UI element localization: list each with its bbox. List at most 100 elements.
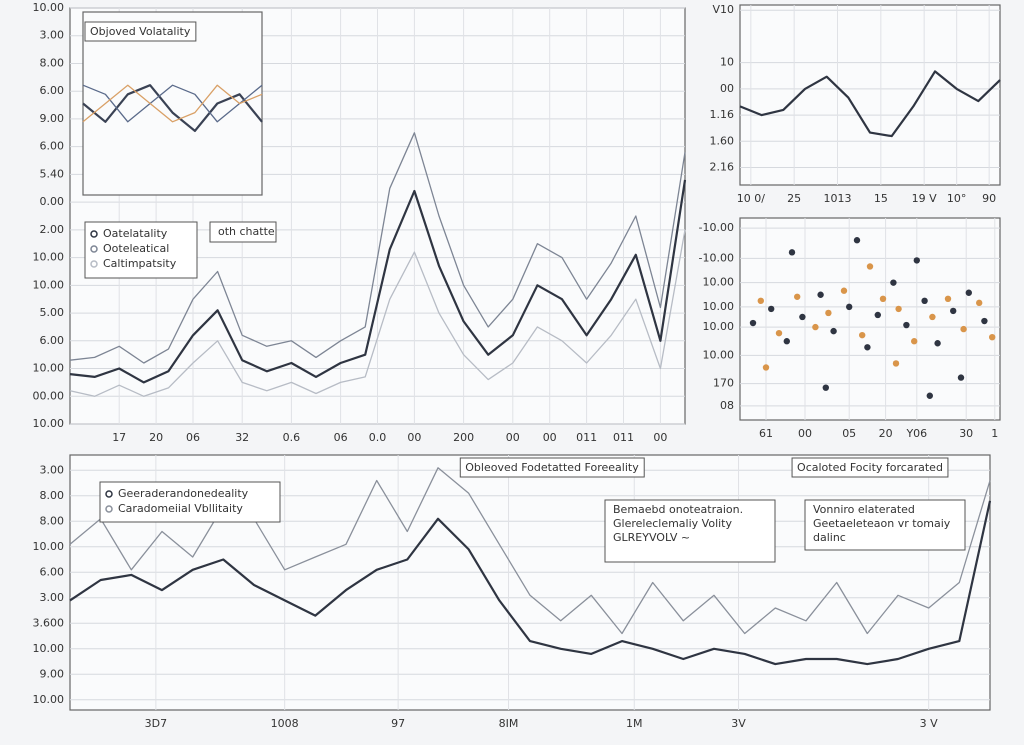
scatter-point — [913, 257, 920, 264]
annotation-box — [804, 499, 966, 551]
x-tick-label: 1008 — [271, 717, 299, 730]
scatter-point — [879, 295, 887, 302]
scatter-point — [768, 305, 775, 313]
x-tick-label: 0.6 — [283, 431, 301, 444]
scatter-point — [788, 249, 796, 256]
x-tick-label: 10 0/ — [737, 192, 765, 205]
scatter-point — [822, 384, 829, 391]
x-tick-label: 20 — [879, 427, 893, 440]
legend-marker — [90, 230, 98, 238]
x-tick-label: Y06 — [905, 427, 927, 440]
y-tick-label: 10.00 — [33, 251, 65, 264]
plot-frame — [739, 4, 1001, 186]
y-tick-label: 10.00 — [33, 540, 65, 553]
x-tick-label: 00 — [798, 427, 812, 440]
y-tick-label: 00 — [720, 82, 734, 95]
title-box — [459, 457, 645, 478]
scatter-point — [846, 303, 853, 311]
series-line — [69, 500, 992, 666]
scatter-point — [929, 313, 936, 321]
x-tick-label: 10° — [947, 192, 967, 205]
scatter-point — [926, 392, 933, 399]
scatter-point — [911, 338, 918, 345]
scatter-point — [950, 307, 957, 315]
legend-marker — [105, 490, 113, 498]
legend-label: Caradomeiial Vbllitaity — [118, 502, 243, 515]
x-tick-label: 3 V — [920, 717, 938, 730]
series-line — [82, 84, 263, 123]
legend-box — [99, 481, 281, 523]
scatter-point — [890, 279, 897, 286]
y-tick-label: 00.00 — [33, 389, 65, 402]
annotation-text: Glereleclemaliy Volity — [613, 517, 732, 530]
annotation-box — [209, 221, 277, 243]
series-line — [69, 229, 686, 397]
annotation-text: Bemaebd onoteatraion. — [613, 503, 743, 516]
legend-label: Caltimpatsity — [103, 257, 177, 270]
y-tick-label: 5.40 — [40, 167, 65, 180]
annotation-text: Vonniro elaterated — [813, 503, 915, 516]
x-tick-label: 011 — [613, 431, 634, 444]
y-tick-label: 8.00 — [40, 489, 65, 502]
scatter-point — [965, 289, 972, 296]
y-tick-label: 08 — [720, 399, 734, 412]
scatter-point — [830, 327, 837, 335]
y-tick-label: 10.00 — [703, 320, 735, 333]
y-tick-label: 1.16 — [710, 108, 735, 121]
series-line — [69, 132, 686, 364]
scatter-point — [976, 299, 983, 307]
y-tick-label: 3.00 — [40, 29, 65, 42]
plot-frame — [739, 217, 1001, 421]
y-tick-label: 6.00 — [40, 565, 65, 578]
x-tick-label: 00 — [543, 431, 557, 444]
x-tick-label: 90 — [982, 192, 996, 205]
y-tick-label: 9.00 — [40, 112, 65, 125]
x-tick-label: 00 — [407, 431, 421, 444]
annotation-text: GLREYVOLV ~ — [613, 531, 690, 544]
x-tick-label: 61 — [759, 427, 773, 440]
y-tick-label: -10.00 — [699, 221, 734, 234]
annotation-box — [604, 499, 776, 563]
scatter-point — [825, 309, 832, 317]
series-line — [82, 84, 263, 123]
y-tick-label: 3.00 — [40, 463, 65, 476]
x-tick-label: 1 — [991, 427, 998, 440]
y-tick-label: -10.00 — [699, 251, 734, 264]
scatter-point — [895, 305, 902, 313]
scatter-point — [783, 338, 790, 345]
legend-label: Oatelatality — [103, 227, 168, 240]
x-tick-label: 00 — [506, 431, 520, 444]
scatter-point — [981, 317, 988, 325]
x-tick-label: 3D7 — [145, 717, 167, 730]
y-tick-label: 10.00 — [33, 417, 65, 430]
y-tick-label: 10.00 — [33, 1, 65, 14]
scatter-point — [944, 295, 952, 302]
scatter-point — [812, 323, 819, 331]
scatter-point — [859, 331, 866, 339]
y-tick-label: 10.00 — [33, 693, 65, 706]
scatter-point — [892, 360, 900, 367]
x-tick-label: 00 — [653, 431, 667, 444]
x-tick-label: 32 — [235, 431, 249, 444]
scatter-point — [864, 344, 871, 351]
y-tick-label: 8.00 — [40, 514, 65, 527]
x-tick-label: 17 — [112, 431, 126, 444]
y-tick-label: 10.00 — [703, 348, 735, 361]
x-tick-label: 1M — [626, 717, 643, 730]
y-tick-label: 5.00 — [40, 306, 65, 319]
scatter-point — [921, 297, 928, 305]
y-tick-label: 10.00 — [33, 278, 65, 291]
y-tick-label: 3.00 — [40, 591, 65, 604]
x-tick-label: 19 V — [912, 192, 937, 205]
subtitle-box — [791, 457, 949, 478]
y-tick-label: 1.60 — [710, 134, 735, 147]
x-tick-label: 25 — [787, 192, 801, 205]
series-line — [69, 179, 687, 384]
y-tick-label: 6.00 — [40, 140, 65, 153]
chart-title: Obleoved Fodetatted Foreeality — [465, 461, 639, 474]
y-tick-label: 0.00 — [40, 195, 65, 208]
scatter-point — [989, 333, 996, 341]
y-tick-label: 6.00 — [40, 84, 65, 97]
scatter-point — [757, 297, 764, 305]
